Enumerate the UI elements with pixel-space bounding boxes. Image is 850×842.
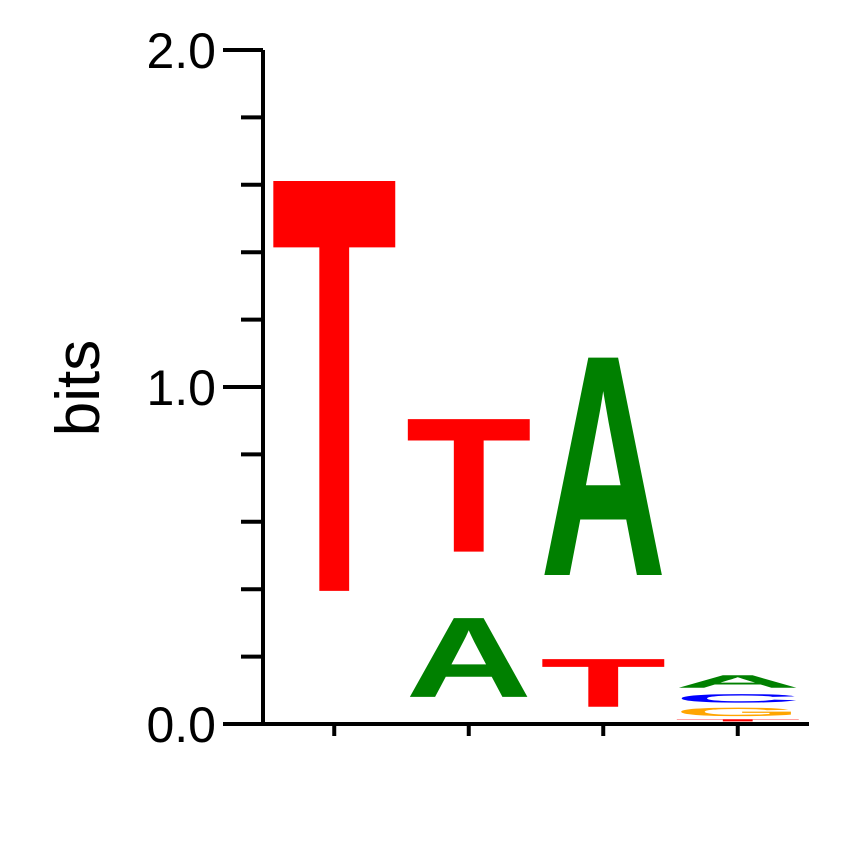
- logo-letter-t: T: [406, 378, 532, 593]
- logo-letter-c: C: [675, 692, 801, 705]
- logo-letter-a: A: [675, 671, 801, 691]
- x-axis: [261, 722, 809, 736]
- y-axis-title: bits: [44, 340, 113, 436]
- logo-letter-g: G: [675, 705, 801, 718]
- y-tick-label: 2.0: [146, 23, 216, 79]
- y-tick-label: 0.0: [146, 697, 216, 753]
- y-axis: 0.0 1.0 2.0: [146, 23, 265, 753]
- logo-letter-a: A: [406, 594, 533, 722]
- logo-column: T: [271, 51, 397, 718]
- y-tick-label: 1.0: [146, 360, 216, 416]
- logo-column: AT: [406, 378, 533, 721]
- logo-letter-t: T: [540, 644, 666, 722]
- logo-letter-t: T: [271, 51, 397, 718]
- logo-letter-t: T: [675, 719, 801, 722]
- logo-letter-a: A: [540, 291, 666, 643]
- logo-column: TA: [540, 291, 666, 722]
